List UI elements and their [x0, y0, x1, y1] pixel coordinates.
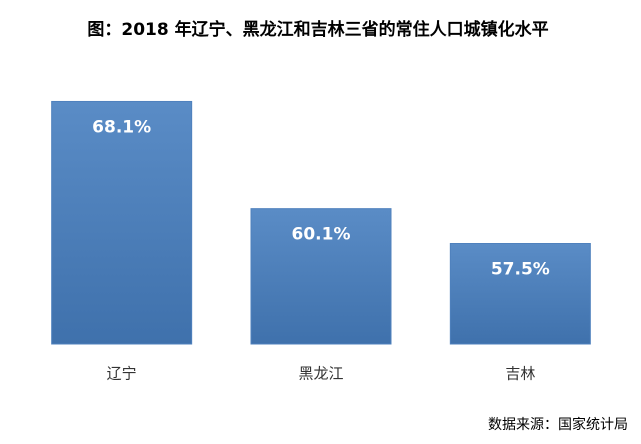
bar: [449, 243, 591, 345]
source-note: 数据来源：国家统计局: [488, 416, 628, 433]
value-label: 57.5%: [491, 260, 550, 280]
x-tick-label: 吉林: [505, 365, 535, 383]
x-tick-label: 辽宁: [107, 365, 137, 383]
x-tick-label: 黑龙江: [298, 365, 343, 383]
value-label: 68.1%: [92, 117, 151, 137]
value-label: 60.1%: [292, 225, 351, 245]
bar: [250, 208, 392, 345]
chart-title: 图：2018 年辽宁、黑龙江和吉林三省的常住人口城镇化水平: [87, 19, 548, 40]
bar: [51, 100, 193, 345]
